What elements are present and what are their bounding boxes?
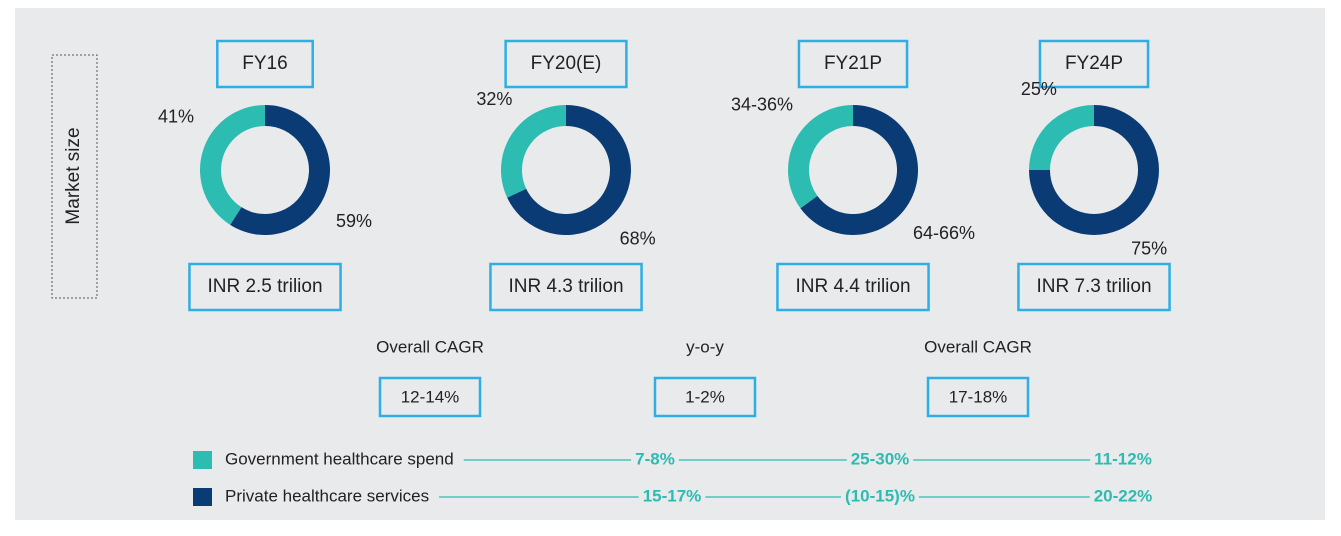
title-box bbox=[1038, 39, 1150, 89]
chart-title: FY16 bbox=[242, 53, 287, 74]
market-size-box bbox=[188, 262, 342, 312]
value-label: 25% bbox=[1021, 79, 1057, 99]
value-label: 75% bbox=[1131, 239, 1167, 259]
growth-value: (10-15)% bbox=[845, 486, 915, 505]
donut-segment bbox=[800, 105, 918, 236]
value-label: 34-36% bbox=[731, 94, 793, 114]
chart-title: FY21P bbox=[824, 53, 882, 74]
market-size: INR 2.5 trilion bbox=[207, 276, 322, 297]
growth-value: 25-30% bbox=[851, 449, 910, 468]
donut-segment bbox=[230, 104, 331, 235]
growth-value: 15-17% bbox=[643, 486, 702, 505]
period-box bbox=[653, 376, 757, 418]
market-size: INR 4.4 trilion bbox=[795, 276, 910, 297]
growth-value: 11-12% bbox=[1094, 449, 1152, 468]
side-label: Market size bbox=[63, 127, 84, 224]
legend-label: Private healthcare services bbox=[225, 486, 429, 505]
legend-swatch bbox=[193, 451, 212, 469]
period-box bbox=[926, 376, 1030, 418]
title-box bbox=[797, 39, 909, 89]
growth-value: 20-22% bbox=[1094, 486, 1153, 505]
donut-segment bbox=[501, 105, 566, 198]
title-box bbox=[216, 39, 314, 89]
market-size-box bbox=[1017, 262, 1171, 312]
value-label: 64-66% bbox=[913, 223, 975, 243]
period-box bbox=[378, 376, 482, 418]
market-size: INR 4.3 trilion bbox=[508, 276, 623, 297]
market-size-box bbox=[489, 262, 643, 312]
period-value: 1-2% bbox=[685, 387, 725, 406]
period-label: Overall CAGR bbox=[924, 337, 1032, 356]
legend-swatch bbox=[193, 488, 212, 506]
legend-label: Government healthcare spend bbox=[225, 449, 454, 468]
period-label: Overall CAGR bbox=[376, 337, 484, 356]
chart-title: FY20(E) bbox=[531, 53, 602, 74]
donut-segment bbox=[1029, 105, 1159, 235]
period-label: y-o-y bbox=[686, 337, 724, 356]
donut-segment bbox=[787, 105, 853, 209]
market-size-box bbox=[776, 262, 930, 312]
title-box bbox=[504, 39, 628, 89]
value-label: 68% bbox=[620, 229, 656, 249]
value-label: 32% bbox=[476, 89, 512, 109]
chart-title: FY24P bbox=[1065, 53, 1123, 74]
value-label: 59% bbox=[336, 211, 372, 231]
donut-segment bbox=[1029, 105, 1094, 170]
period-value: 12-14% bbox=[401, 387, 460, 406]
value-label: 41% bbox=[158, 107, 194, 127]
period-value: 17-18% bbox=[949, 387, 1008, 406]
donut-segment bbox=[507, 105, 631, 235]
donut-segment bbox=[200, 105, 265, 225]
market-size: INR 7.3 trilion bbox=[1036, 276, 1151, 297]
growth-value: 7-8% bbox=[635, 449, 675, 468]
